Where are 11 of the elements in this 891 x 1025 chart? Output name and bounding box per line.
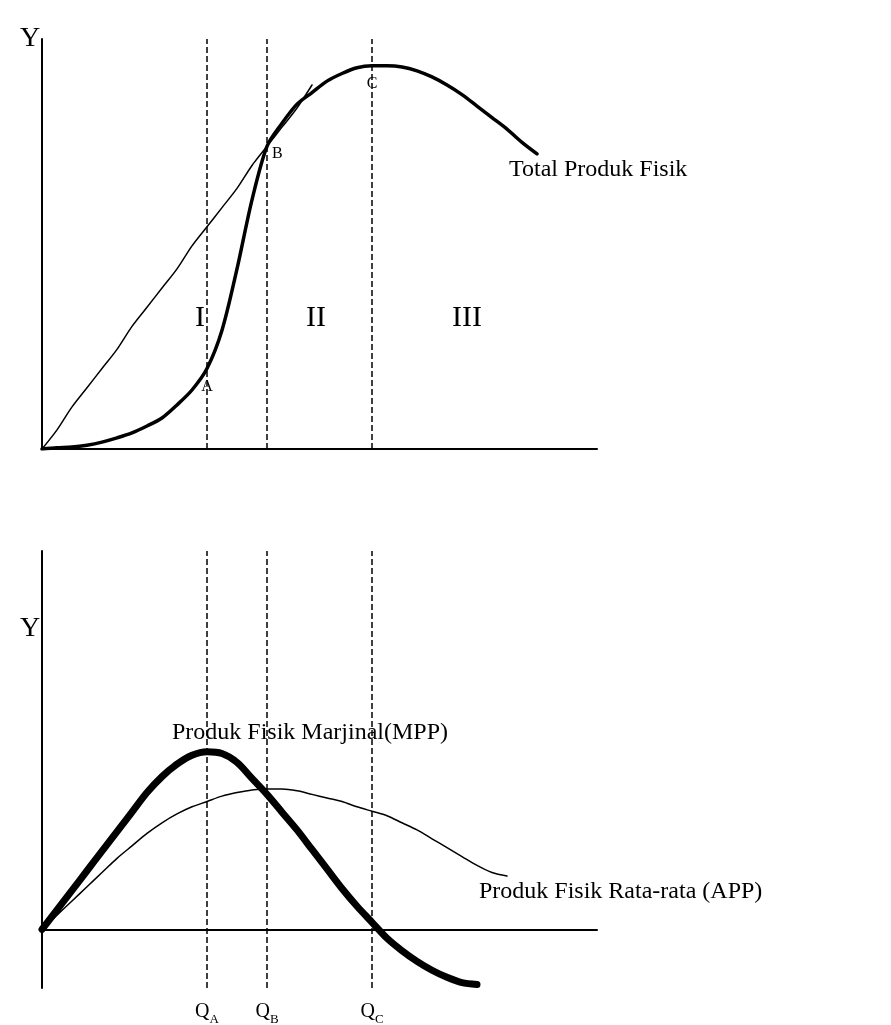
annotation: B — [272, 143, 283, 161]
y-axis-title: Y — [20, 20, 41, 52]
series-label: Produk Fisik Rata-rata (APP) — [479, 877, 763, 904]
series-label: Produk Fisik Marjinal(MPP) — [171, 717, 449, 744]
annotation: C — [366, 74, 378, 92]
annotation: I — [195, 298, 205, 332]
annotation: A — [201, 377, 214, 395]
series-label: Total Produk Fisik — [509, 154, 688, 181]
annotation: II — [306, 298, 326, 332]
annotation: III — [452, 298, 482, 332]
y-axis-title: Y — [20, 610, 41, 642]
